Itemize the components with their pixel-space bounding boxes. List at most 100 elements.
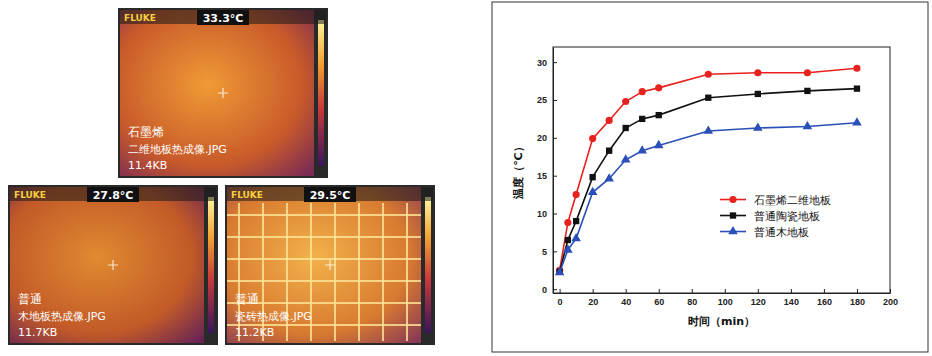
temperature: 33.3°C bbox=[203, 12, 244, 25]
x-tick-label: 40 bbox=[621, 297, 631, 307]
tile-line bbox=[406, 203, 408, 341]
tile-line bbox=[227, 236, 421, 238]
color-bar bbox=[425, 197, 431, 333]
legend-label: 石墨烯二维地板 bbox=[754, 194, 831, 207]
heat-area bbox=[227, 187, 421, 343]
series-marker bbox=[804, 88, 810, 94]
tile-line bbox=[227, 258, 421, 260]
y-axis: 051015202530 bbox=[537, 48, 557, 295]
series-line bbox=[560, 123, 857, 273]
image-size: 11.7KB bbox=[18, 326, 57, 339]
image-size: 11.2KB bbox=[235, 326, 274, 339]
legend-marker bbox=[729, 196, 736, 203]
y-tick-label: 5 bbox=[542, 247, 547, 257]
x-tick: 200 bbox=[883, 289, 898, 307]
series-marker bbox=[588, 187, 598, 195]
x-tick: 140 bbox=[784, 289, 799, 307]
x-tick: 120 bbox=[751, 289, 766, 307]
legend-item: 石墨烯二维地板 bbox=[720, 194, 831, 207]
series-marker bbox=[639, 116, 645, 122]
temperature: 27.8°C bbox=[93, 189, 134, 202]
x-tick: 40 bbox=[621, 289, 631, 307]
y-tick: 20 bbox=[537, 133, 557, 143]
x-tick: 160 bbox=[817, 289, 832, 307]
page: FLUKE33.3°C石墨烯二维地板热成像.JPG11.4KB FLUKE 27.8… bbox=[0, 0, 932, 356]
x-tick-mark bbox=[890, 289, 891, 293]
crosshair bbox=[325, 260, 335, 270]
thermal-image: FLUKE27.8°C普通木地板热成像.JPG11.7KB bbox=[8, 185, 218, 345]
x-tick-mark bbox=[659, 289, 660, 293]
series-marker bbox=[753, 122, 763, 130]
chart-border bbox=[492, 2, 928, 352]
crosshair bbox=[108, 260, 118, 270]
y-tick-label: 10 bbox=[537, 209, 547, 219]
legend-label: 普通木地板 bbox=[754, 226, 809, 239]
y-tick-mark bbox=[553, 138, 557, 139]
series-marker bbox=[565, 237, 571, 243]
y-tick-mark bbox=[553, 176, 557, 177]
x-tick: 0 bbox=[558, 289, 563, 307]
thermal-image: FLUKE33.3°C石墨烯二维地板热成像.JPG11.4KB bbox=[118, 8, 328, 178]
temperature-box bbox=[197, 10, 249, 25]
series-marker bbox=[589, 135, 596, 142]
chart: 020406080100120140160180200051015202530时… bbox=[512, 47, 898, 328]
x-tick-label: 20 bbox=[588, 297, 598, 307]
y-tick: 0 bbox=[542, 285, 557, 295]
image-file: 瓷砖热成像.JPG bbox=[235, 310, 312, 323]
tile-line bbox=[358, 203, 360, 341]
series-marker bbox=[573, 191, 580, 198]
tile-grid bbox=[227, 203, 421, 341]
series-marker bbox=[571, 233, 581, 241]
legend-item: 普通陶瓷地板 bbox=[720, 210, 820, 223]
brand: FLUKE bbox=[231, 190, 263, 200]
y-tick-mark bbox=[553, 62, 557, 63]
series-marker bbox=[573, 218, 579, 224]
thermal-image: FLUKE29.5°C普通瓷砖热成像.JPG11.2KB bbox=[225, 185, 435, 345]
x-tick-mark bbox=[560, 289, 561, 293]
series-marker bbox=[703, 125, 713, 133]
y-tick: 5 bbox=[542, 247, 557, 257]
heat-area bbox=[120, 10, 314, 176]
x-tick-mark bbox=[692, 289, 693, 293]
y-axis-title: 温度（℃） bbox=[512, 141, 525, 199]
x-tick-label: 200 bbox=[883, 297, 898, 307]
legend-marker bbox=[730, 212, 736, 218]
image-frame bbox=[225, 185, 435, 345]
x-tick: 60 bbox=[654, 289, 664, 307]
heat-area bbox=[10, 187, 204, 343]
x-tick-label: 0 bbox=[558, 297, 563, 307]
tile-line bbox=[227, 214, 421, 216]
temperature-box bbox=[304, 187, 356, 202]
x-tick: 20 bbox=[588, 289, 598, 307]
y-axis-line bbox=[553, 48, 554, 294]
series-marker bbox=[656, 112, 662, 118]
image-label: 普通 bbox=[18, 292, 42, 306]
image-size: 11.4KB bbox=[128, 159, 167, 172]
image-frame bbox=[8, 185, 218, 345]
series-marker bbox=[623, 125, 629, 131]
x-tick-label: 160 bbox=[817, 297, 832, 307]
color-bar bbox=[208, 197, 214, 333]
header-bar bbox=[227, 187, 433, 201]
y-tick-label: 20 bbox=[537, 133, 547, 143]
series-marker bbox=[622, 98, 629, 105]
y-tick-label: 0 bbox=[542, 285, 547, 295]
image-frame bbox=[118, 8, 328, 178]
legend: 石墨烯二维地板普通陶瓷地板普通木地板 bbox=[720, 194, 831, 239]
x-tick-mark bbox=[857, 289, 858, 293]
series-marker bbox=[606, 117, 613, 124]
series-marker bbox=[705, 95, 711, 101]
series-marker bbox=[606, 148, 612, 154]
series-marker bbox=[654, 140, 664, 148]
series-line bbox=[560, 68, 857, 270]
x-tick-label: 100 bbox=[718, 297, 733, 307]
temperature: 29.5°C bbox=[310, 189, 351, 202]
y-tick: 15 bbox=[537, 171, 557, 181]
x-tick-label: 120 bbox=[751, 297, 766, 307]
y-tick-mark bbox=[553, 214, 557, 215]
x-axis: 020406080100120140160180200 bbox=[554, 289, 899, 307]
x-tick: 100 bbox=[718, 289, 733, 307]
series-marker bbox=[621, 154, 631, 162]
plot-area bbox=[555, 65, 862, 276]
tile-line bbox=[382, 203, 384, 341]
